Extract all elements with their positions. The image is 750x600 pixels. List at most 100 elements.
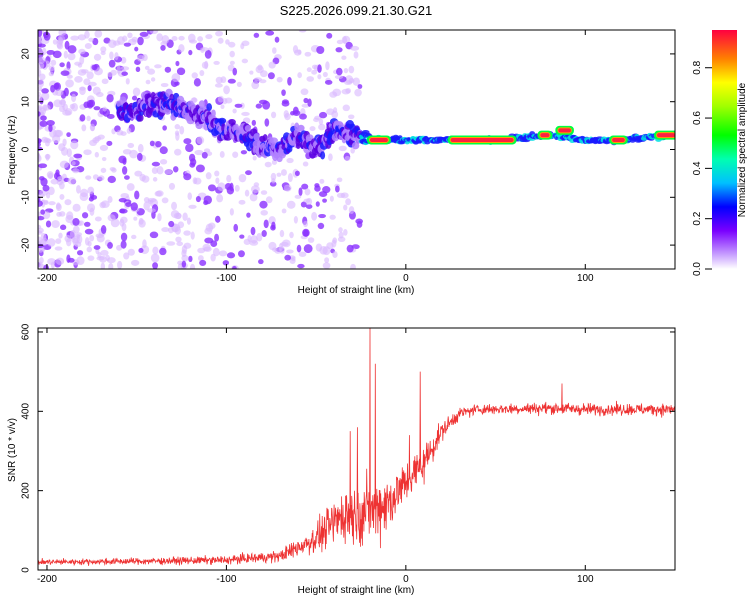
heatmap-speckle (38, 153, 41, 162)
heatmap-speckle (64, 199, 72, 206)
heatmap-speckle (86, 115, 91, 122)
heatmap-speckle (66, 254, 71, 263)
y-tick-label: 10 (21, 96, 32, 108)
heatmap-speckle (76, 256, 85, 266)
heatmap-speckle (187, 192, 193, 200)
heatmap-speckle (40, 115, 47, 121)
heatmap-speckle (220, 104, 225, 110)
heatmap-speckle (183, 242, 192, 249)
heatmap-speckle (232, 108, 237, 114)
heatmap-speckle (135, 66, 141, 73)
heatmap-speckle (40, 91, 50, 101)
heatmap-speckle (138, 247, 144, 253)
heatmap-speckle (227, 78, 236, 84)
heatmap-speckle (109, 51, 114, 60)
heatmap-speckle (53, 129, 62, 138)
heatmap-speckle (190, 158, 197, 166)
heatmap-speckle (322, 262, 331, 269)
heatmap-speckle (240, 150, 248, 155)
heatmap-speckle (81, 212, 89, 219)
heatmap-speckle (270, 172, 277, 181)
x-tick-label: 0 (403, 574, 409, 585)
heatmap-speckle (78, 220, 84, 226)
heatmap-speckle (249, 70, 254, 75)
heatmap-speckle (69, 103, 75, 110)
heatmap-speckle (341, 55, 347, 60)
heatmap-speckle (263, 219, 269, 229)
heatmap-speckle (94, 151, 99, 158)
heatmap-speckle (79, 55, 85, 65)
heatmap-speckle (268, 61, 276, 69)
heatmap-speckle (241, 111, 250, 117)
heatmap-speckle (287, 76, 292, 86)
heatmap-speckle (183, 138, 192, 145)
heatmap-speckle (348, 114, 355, 120)
heatmap-speckle (134, 190, 140, 200)
heatmap-speckle (188, 255, 193, 263)
heatmap-speckle (159, 247, 167, 256)
heatmap-speckle (96, 234, 105, 243)
heatmap-blob (297, 124, 305, 132)
colorbar-label: Normalized spectral amplitude (737, 82, 748, 217)
heatmap-strong-core (540, 133, 550, 138)
heatmap-speckle (125, 202, 132, 207)
heatmap-speckle (305, 197, 313, 206)
heatmap-speckle (132, 87, 141, 97)
heatmap-speckle (251, 119, 257, 126)
heatmap-speckle (175, 212, 182, 220)
heatmap-speckle (305, 204, 313, 210)
heatmap-speckle (296, 244, 302, 253)
heatmap-speckle (116, 65, 121, 74)
heatmap-speckle (190, 231, 195, 240)
heatmap-speckle (318, 213, 326, 219)
heatmap-speckle (218, 250, 228, 257)
heatmap-speckle (79, 86, 86, 91)
heatmap-speckle (241, 58, 249, 64)
heatmap-speckle (238, 250, 245, 258)
heatmap-speckle (99, 255, 107, 263)
heatmap-speckle (174, 81, 180, 86)
heatmap-speckle (120, 56, 127, 64)
heatmap-speckle (101, 78, 109, 85)
heatmap-speckle (120, 216, 128, 224)
heatmap-speckle (344, 155, 351, 161)
heatmap-speckle (174, 124, 181, 130)
heatmap-speckle (38, 138, 42, 144)
heatmap-speckle (41, 88, 49, 94)
heatmap-speckle (147, 208, 156, 213)
heatmap-speckle (324, 79, 333, 85)
heatmap-speckle (145, 79, 151, 85)
heatmap-speckle (205, 172, 212, 180)
heatmap-speckle (270, 111, 277, 119)
heatmap-strong-core (657, 133, 675, 138)
heatmap-speckle (55, 238, 62, 244)
heatmap-speckle (300, 201, 307, 208)
heatmap-speckle (89, 123, 96, 132)
heatmap-blob (253, 133, 260, 141)
heatmap-speckle (156, 166, 164, 175)
heatmap-speckle (204, 49, 212, 59)
y-tick-label: -10 (21, 190, 32, 205)
heatmap-speckle (159, 159, 168, 165)
heatmap-speckle (108, 59, 116, 68)
heatmap-speckle (202, 243, 211, 252)
heatmap-speckle (65, 79, 74, 88)
heatmap-frame (37, 29, 676, 270)
chart-title: S225.2026.099.21.30.G21 (280, 3, 433, 18)
heatmap-speckle (150, 253, 160, 263)
heatmap-speckle (85, 175, 92, 180)
heatmap-speckle (72, 217, 80, 226)
heatmap-speckle (108, 262, 114, 269)
heatmap-speckle (195, 164, 205, 173)
heatmap-speckle (60, 70, 70, 77)
colorbar-tick-label: 0.8 (692, 60, 703, 74)
heatmap-speckle (151, 161, 161, 167)
heatmap-speckle (38, 47, 44, 56)
heatmap-speckle (197, 36, 204, 42)
heatmap-speckle (195, 196, 201, 203)
heatmap-speckle (304, 188, 311, 196)
heatmap-speckle (107, 241, 113, 249)
heatmap-speckle (81, 69, 89, 74)
heatmap-speckle (335, 47, 343, 53)
